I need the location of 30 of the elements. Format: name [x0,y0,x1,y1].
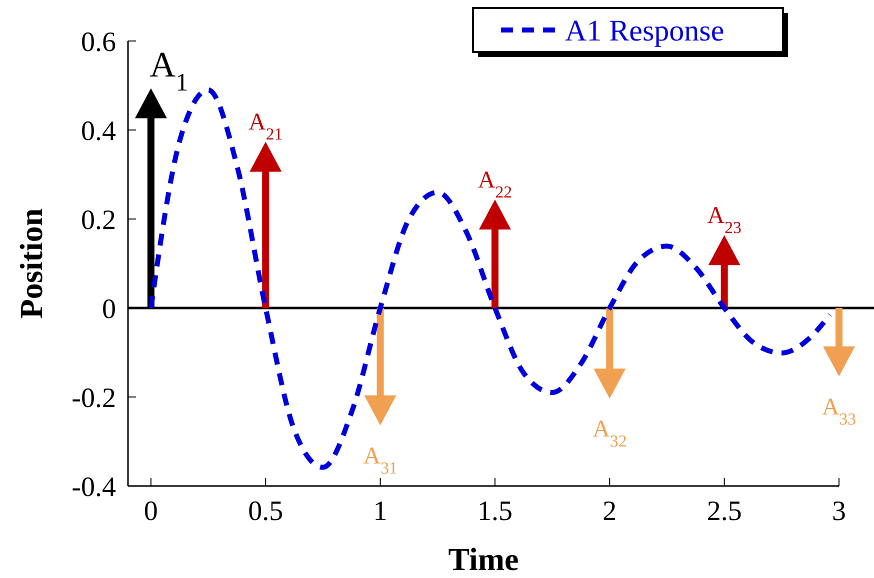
y-tick-label: 0.2 [81,204,116,236]
legend-label: A1 Response [565,14,724,48]
series-label: A$_{21}$ [248,110,283,144]
point [250,142,282,172]
series-label: A$_{23}$ [707,203,742,237]
x-tick-label: 3 [832,496,846,527]
point [478,200,511,230]
y-tick-label: 0 [102,294,116,325]
point [823,346,855,376]
series-label: A$_{1}$ [150,44,188,96]
y-tick-label: -0.2 [72,382,116,414]
x-axis-title: Time [448,541,519,577]
x-tick-label: 2.5 [706,496,742,527]
point [594,368,626,399]
series-label: A$_{31}$ [363,443,398,477]
series-label: A$_{32}$ [592,416,627,450]
point [134,88,167,118]
y-tick-label: 0.6 [81,26,116,58]
x-tick-label: 1 [373,496,388,527]
y-axis-title: Position [13,208,49,319]
x-tick-label: 2 [602,496,617,527]
point [364,395,396,426]
x-tick-label: 0.5 [248,496,284,527]
point [708,235,740,266]
y-tick-label: 0.4 [81,116,116,147]
series-label: A$_{33}$ [822,394,856,428]
series-label: A$_{22}$ [478,168,512,202]
x-tick-label: 1.5 [477,496,512,527]
y-tick-label: -0.4 [72,472,116,503]
x-tick-label: 0 [144,496,158,527]
